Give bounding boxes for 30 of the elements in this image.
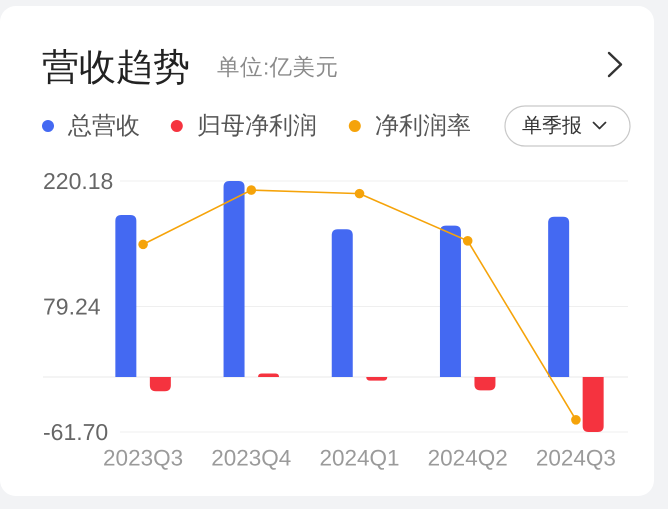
bar — [115, 214, 136, 378]
bar — [332, 229, 353, 378]
text: 单季报 — [522, 115, 582, 137]
y-tick-label: 79.24 — [43, 294, 101, 320]
x-tick-label: 2023Q3 — [103, 446, 184, 470]
x-tick-label: 2024Q1 — [319, 446, 400, 470]
x-tick-label: 2023Q4 — [211, 446, 292, 470]
bar — [258, 373, 280, 378]
x-tick-label: 2024Q3 — [536, 446, 616, 470]
y-tick-label: -61.70 — [43, 419, 108, 445]
bar — [582, 377, 604, 432]
y-tick-label: 220.18 — [43, 168, 114, 194]
chart-title: 营收趋势 — [42, 46, 190, 88]
point — [246, 185, 256, 195]
bar — [474, 377, 496, 390]
chart-subtitle: 单位:亿美元 — [217, 54, 338, 80]
point — [462, 236, 472, 246]
bar — [150, 377, 171, 392]
legend-label: 净利润率 — [374, 112, 471, 140]
point — [138, 240, 148, 250]
dropdown-button[interactable] — [504, 105, 631, 147]
bar — [366, 377, 388, 381]
bar — [224, 181, 245, 378]
legend-label: 归母净利润 — [196, 112, 317, 140]
point — [571, 415, 581, 425]
point — [354, 188, 364, 198]
bar — [440, 226, 461, 378]
legend-label: 总营收 — [67, 112, 140, 140]
bar — [548, 216, 570, 378]
x-tick-label: 2024Q2 — [428, 446, 508, 470]
